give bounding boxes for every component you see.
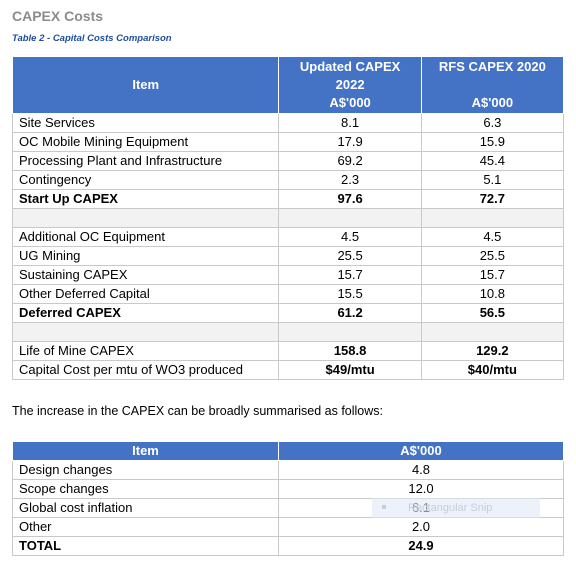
row-rfs: 25.5: [420, 246, 565, 266]
header-item: Item: [12, 441, 279, 461]
row-updated: 15.5: [278, 284, 422, 304]
header-updated-unit: A$'000: [329, 95, 371, 110]
table-row: Other 2.0: [12, 517, 564, 537]
table-row: Other Deferred Capital 15.5 10.8: [11, 284, 565, 304]
row-rfs: 6.3: [420, 113, 565, 133]
row-updated: 25.5: [278, 246, 422, 266]
section-title: CAPEX Costs: [12, 8, 104, 24]
subtotal-row: Deferred CAPEX 61.2 56.5: [11, 303, 565, 323]
table-row: OC Mobile Mining Equipment 17.9 15.9: [11, 132, 565, 152]
header-updated-capex: Updated CAPEX 2022 A$'000: [278, 56, 422, 114]
table-caption: Table 2 - Capital Costs Comparison: [12, 33, 172, 44]
table-row: Capital Cost per mtu of WO3 produced $49…: [11, 360, 565, 380]
row-rfs: $40/mtu: [420, 360, 565, 380]
row-rfs: 5.1: [420, 170, 565, 190]
header-item: Item: [11, 56, 280, 114]
table-row: Scope changes 12.0: [12, 479, 564, 499]
spacer-row: [11, 208, 565, 228]
snip-overlay-label: Rectangular Snip: [408, 502, 493, 514]
row-updated: $49/mtu: [278, 360, 422, 380]
table-row: Additional OC Equipment 4.5 4.5: [11, 227, 565, 247]
total-row: TOTAL 24.9: [12, 536, 564, 556]
table-row: Processing Plant and Infrastructure 69.2…: [11, 151, 565, 171]
row-item: Contingency: [11, 170, 280, 190]
header-rfs-spacer: [428, 76, 557, 94]
header-item-label: Item: [132, 77, 160, 92]
row-rfs: 72.7: [420, 189, 565, 209]
snip-dot-icon: [382, 505, 386, 510]
row-item: Other Deferred Capital: [11, 284, 280, 304]
row-updated: 4.5: [278, 227, 422, 247]
row-updated: 97.6: [278, 189, 422, 209]
table-header-row: Item A$'000: [12, 441, 564, 461]
row-rfs: 10.8: [420, 284, 565, 304]
row-item: Capital Cost per mtu of WO3 produced: [11, 360, 280, 380]
capital-costs-table: Item Updated CAPEX 2022 A$'000 RFS CAPEX…: [11, 56, 565, 380]
row-rfs: 129.2: [420, 341, 565, 361]
header-rfs-line1: RFS CAPEX 2020: [438, 59, 546, 74]
table-row: Design changes 4.8: [12, 460, 564, 480]
row-item: Deferred CAPEX: [11, 303, 280, 323]
row-rfs: 4.5: [420, 227, 565, 247]
header-value: A$'000: [278, 441, 564, 461]
row-value: 2.0: [278, 517, 564, 537]
row-rfs: 15.9: [420, 132, 565, 152]
row-updated: 15.7: [278, 265, 422, 285]
row-item: UG Mining: [11, 246, 280, 266]
row-updated: 8.1: [278, 113, 422, 133]
row-value: 12.0: [278, 479, 564, 499]
spacer-row: [11, 322, 565, 342]
row-item: TOTAL: [12, 536, 279, 556]
row-rfs: 56.5: [420, 303, 565, 323]
snip-tool-overlay: Rectangular Snip: [372, 498, 540, 518]
header-rfs-capex: RFS CAPEX 2020 A$'000: [420, 56, 565, 114]
row-rfs: 15.7: [420, 265, 565, 285]
row-updated: 158.8: [278, 341, 422, 361]
row-item: OC Mobile Mining Equipment: [11, 132, 280, 152]
row-item: Scope changes: [12, 479, 279, 499]
table-row: Contingency 2.3 5.1: [11, 170, 565, 190]
header-updated-line2: 2022: [335, 77, 365, 92]
row-value: 24.9: [278, 536, 564, 556]
row-rfs: 45.4: [420, 151, 565, 171]
row-updated: 17.9: [278, 132, 422, 152]
row-updated: 2.3: [278, 170, 422, 190]
row-item: Other: [12, 517, 279, 537]
summary-paragraph: The increase in the CAPEX can be broadly…: [12, 404, 384, 418]
table-row: Sustaining CAPEX 15.7 15.7: [11, 265, 565, 285]
row-item: Design changes: [12, 460, 279, 480]
row-item: Start Up CAPEX: [11, 189, 280, 209]
table-row: UG Mining 25.5 25.5: [11, 246, 565, 266]
table-row: Life of Mine CAPEX 158.8 129.2: [11, 341, 565, 361]
row-item: Sustaining CAPEX: [11, 265, 280, 285]
table-header-row: Item Updated CAPEX 2022 A$'000 RFS CAPEX…: [11, 56, 565, 114]
row-value: 4.8: [278, 460, 564, 480]
header-rfs-unit: A$'000: [471, 95, 514, 110]
row-item: Global cost inflation: [12, 498, 279, 518]
row-item: Processing Plant and Infrastructure: [11, 151, 280, 171]
row-updated: 69.2: [278, 151, 422, 171]
row-item: Additional OC Equipment: [11, 227, 280, 247]
row-item: Life of Mine CAPEX: [11, 341, 280, 361]
header-updated-line1: Updated CAPEX: [299, 59, 401, 74]
subtotal-row: Start Up CAPEX 97.6 72.7: [11, 189, 565, 209]
row-item: Site Services: [11, 113, 280, 133]
table-row: Site Services 8.1 6.3: [11, 113, 565, 133]
row-updated: 61.2: [278, 303, 422, 323]
